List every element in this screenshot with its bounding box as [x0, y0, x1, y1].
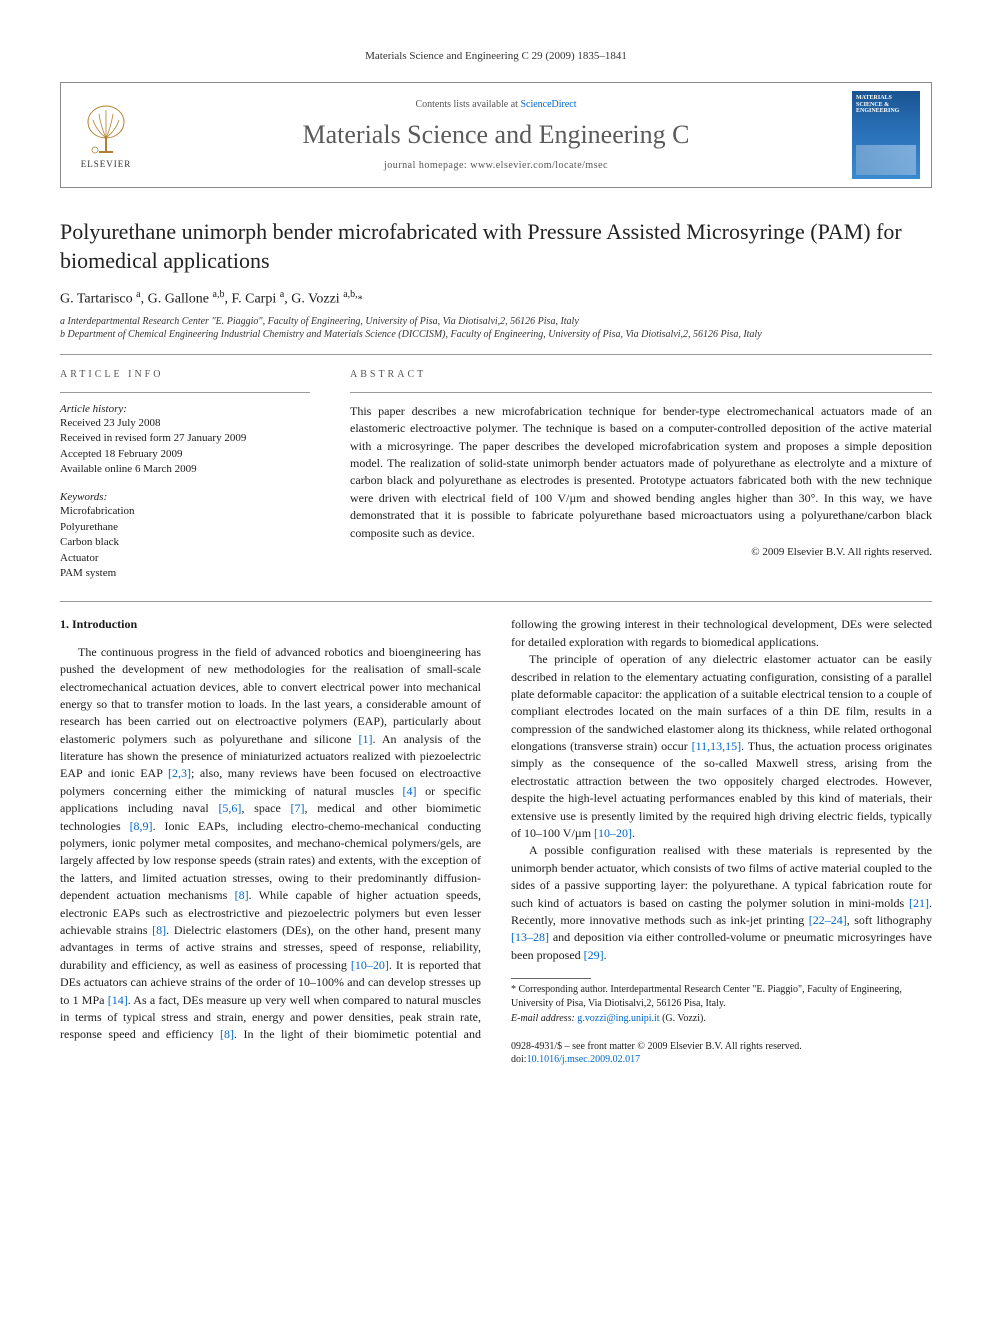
elsevier-label: ELSEVIER [81, 159, 132, 169]
abstract-label: abstract [350, 369, 932, 380]
affiliations: a Interdepartmental Research Center "E. … [60, 316, 932, 340]
issn-line: 0928-4931/$ – see front matter © 2009 El… [511, 1040, 932, 1053]
elsevier-logo: ELSEVIER [71, 95, 141, 175]
homepage-url: www.elsevier.com/locate/msec [470, 160, 608, 171]
elsevier-tree-icon [81, 102, 131, 157]
journal-homepage-line: journal homepage: www.elsevier.com/locat… [161, 160, 831, 171]
body-paragraph: The principle of operation of any dielec… [511, 651, 932, 842]
email-link[interactable]: g.vozzi@ing.unipi.it [577, 1013, 659, 1024]
body-text: and deposition via either controlled-vol… [511, 930, 932, 961]
history-item: Received in revised form 27 January 2009 [60, 431, 310, 446]
corresponding-author-footnote: * Corresponding author. Interdepartmenta… [511, 983, 932, 1026]
email-label: E-mail address: [511, 1013, 577, 1024]
citation-link[interactable]: [8] [220, 1027, 234, 1041]
article-info-label: article info [60, 369, 310, 380]
author-list: G. Tartarisco a, G. Gallone a,b, F. Carp… [60, 289, 932, 308]
citation-link[interactable]: [8] [152, 923, 166, 937]
citation-link[interactable]: [1] [359, 732, 373, 746]
citation-link[interactable]: [10–20] [594, 826, 632, 840]
corresponding-email-line: E-mail address: g.vozzi@ing.unipi.it (G.… [511, 1012, 932, 1026]
citation-link[interactable]: [8] [235, 888, 249, 902]
body-two-columns: 1. Introduction The continuous progress … [60, 616, 932, 1065]
citation-link[interactable]: [8,9] [130, 819, 153, 833]
keyword-item: PAM system [60, 566, 310, 581]
email-suffix: (G. Vozzi). [660, 1013, 706, 1024]
citation-link[interactable]: [4] [403, 784, 417, 798]
citation-link[interactable]: [22–24] [809, 913, 847, 927]
divider [350, 392, 932, 393]
body-text: . Thus, the actuation process originates… [511, 739, 932, 840]
cover-image-area [856, 145, 916, 175]
journal-cover-thumb: MATERIALS SCIENCE & ENGINEERING [852, 91, 920, 179]
keyword-item: Actuator [60, 551, 310, 566]
keywords-list: MicrofabricationPolyurethaneCarbon black… [60, 504, 310, 581]
doi-label: doi: [511, 1054, 527, 1065]
contents-available-line: Contents lists available at ScienceDirec… [161, 99, 831, 110]
citation-link[interactable]: [10–20] [351, 958, 389, 972]
masthead-center: Contents lists available at ScienceDirec… [151, 89, 841, 181]
doi-line: doi:10.1016/j.msec.2009.02.017 [511, 1053, 932, 1066]
journal-masthead: ELSEVIER Contents lists available at Sci… [60, 82, 932, 188]
body-text: The continuous progress in the field of … [60, 645, 481, 746]
body-text: , soft lithography [847, 913, 932, 927]
divider [60, 354, 932, 355]
body-text: , space [241, 801, 290, 815]
keyword-item: Polyurethane [60, 520, 310, 535]
corresponding-text: * Corresponding author. Interdepartmenta… [511, 983, 932, 1010]
article-title: Polyurethane unimorph bender microfabric… [60, 218, 932, 275]
contents-prefix: Contents lists available at [415, 99, 520, 110]
homepage-prefix: journal homepage: [384, 160, 470, 171]
body-text: . [604, 948, 607, 962]
keyword-item: Microfabrication [60, 504, 310, 519]
citation-link[interactable]: [7] [291, 801, 305, 815]
journal-cover-cell: MATERIALS SCIENCE & ENGINEERING [841, 83, 931, 187]
footnote-divider [511, 978, 591, 979]
citation-link[interactable]: [13–28] [511, 930, 549, 944]
history-list: Received 23 July 2008Received in revised… [60, 416, 310, 478]
keyword-item: Carbon black [60, 535, 310, 550]
history-item: Accepted 18 February 2009 [60, 447, 310, 462]
divider [60, 392, 310, 393]
divider [60, 601, 932, 602]
affiliation: a Interdepartmental Research Center "E. … [60, 316, 932, 327]
abstract-copyright: © 2009 Elsevier B.V. All rights reserved… [350, 546, 932, 558]
publisher-logo-cell: ELSEVIER [61, 87, 151, 183]
history-label: Article history: [60, 403, 310, 415]
citation-link[interactable]: [2,3] [168, 766, 191, 780]
section-heading-intro: 1. Introduction [60, 616, 481, 633]
citation-link[interactable]: [29] [584, 948, 604, 962]
article-info-column: article info Article history: Received 2… [60, 369, 310, 582]
citation-link[interactable]: [11,13,15] [692, 739, 742, 753]
citation-link[interactable]: [5,6] [218, 801, 241, 815]
citation-link[interactable]: [14] [108, 993, 128, 1007]
doi-link[interactable]: 10.1016/j.msec.2009.02.017 [527, 1054, 641, 1065]
journal-name: Materials Science and Engineering C [161, 120, 831, 150]
footer-block: 0928-4931/$ – see front matter © 2009 El… [511, 1040, 932, 1066]
history-item: Received 23 July 2008 [60, 416, 310, 431]
history-item: Available online 6 March 2009 [60, 462, 310, 477]
affiliation: b Department of Chemical Engineering Ind… [60, 329, 932, 340]
citation-link[interactable]: [21] [909, 896, 929, 910]
sciencedirect-link[interactable]: ScienceDirect [520, 99, 576, 110]
body-paragraph: A possible configuration realised with t… [511, 842, 932, 964]
body-text: A possible configuration realised with t… [511, 843, 932, 909]
keywords-label: Keywords: [60, 491, 310, 503]
body-text: . [632, 826, 635, 840]
body-text: The principle of operation of any dielec… [511, 652, 932, 753]
abstract-text: This paper describes a new microfabricat… [350, 403, 932, 542]
abstract-column: abstract This paper describes a new micr… [350, 369, 932, 582]
cover-title: MATERIALS SCIENCE & ENGINEERING [856, 95, 916, 115]
running-head: Materials Science and Engineering C 29 (… [60, 50, 932, 62]
